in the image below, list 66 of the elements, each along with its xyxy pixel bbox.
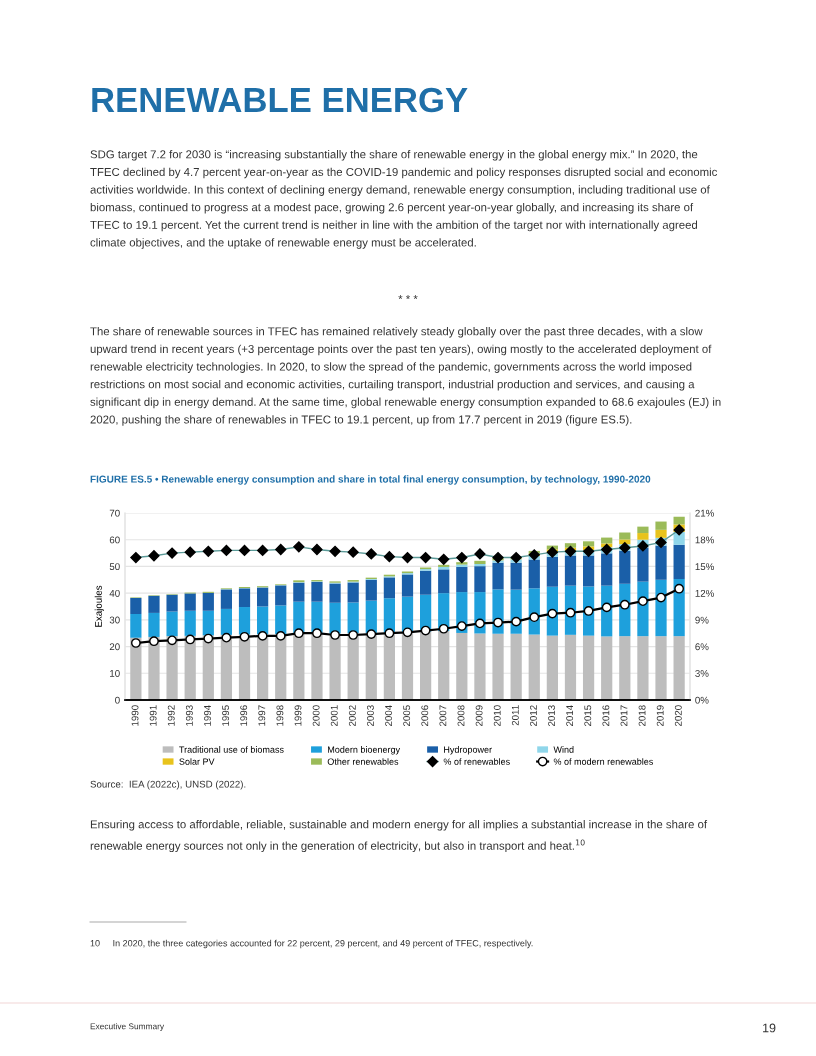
x-tick-label: 1996 xyxy=(240,705,248,726)
x-tick-label: 2016 xyxy=(602,705,610,726)
text: 19 xyxy=(763,1023,776,1033)
y2-tick-label: 12% xyxy=(695,589,714,597)
source-note: Source: IEA (2022c), UNSD (2022). xyxy=(90,780,246,790)
text: Executive Summary xyxy=(90,1023,165,1031)
x-tick-label: 1995 xyxy=(222,705,230,726)
y-tick-label: 30 xyxy=(109,616,120,624)
x-tick-label: 1998 xyxy=(276,705,284,726)
y2-tick-label: 15% xyxy=(695,563,714,571)
legend-label: Solar PV xyxy=(179,758,215,765)
x-tick-label: 2012 xyxy=(529,705,537,726)
legend-label: % of modern renewables xyxy=(553,758,653,765)
x-tick-label: 2003 xyxy=(367,705,374,726)
x-tick-label: 2008 xyxy=(457,705,465,726)
chart-subtitle: FIGURE ES.5 • Renewable energy consumption and share in total final energy consumption, by technology, 1990-2020 xyxy=(90,475,651,485)
x-tick-label: 1990 xyxy=(131,705,139,726)
legend-label: Wind xyxy=(553,746,574,753)
y-tick-label: 60 xyxy=(109,536,120,544)
legend-label: % of renewables xyxy=(443,758,510,765)
legend-label: Other renewables xyxy=(327,758,399,765)
y2-tick-label: 9% xyxy=(695,616,709,624)
legend-label: Hydropower xyxy=(444,746,492,755)
y2-tick-label: 0% xyxy=(695,696,709,704)
x-tick-label: 1991 xyxy=(149,705,157,726)
x-tick-label: 2001 xyxy=(330,705,338,726)
x-tick-label: 2018 xyxy=(638,705,646,726)
y2-tick-label: 18% xyxy=(695,536,714,544)
x-tick-label: 2013 xyxy=(548,705,555,726)
x-tick-label: 2004 xyxy=(385,705,392,726)
x-tick-label: 1997 xyxy=(258,705,266,726)
y-tick-label: 40 xyxy=(109,589,120,597)
x-tick-label: 2005 xyxy=(403,705,411,726)
x-tick-label: 2010 xyxy=(493,705,501,726)
y-axis-title: Exajoules xyxy=(94,585,104,627)
y-tick-label: 70 xyxy=(109,509,120,517)
x-tick-label: 2015 xyxy=(584,705,592,726)
text: * * * xyxy=(398,295,418,300)
x-tick-label: 2014 xyxy=(566,705,574,726)
x-tick-label: 2019 xyxy=(656,705,664,726)
y2-tick-label: 6% xyxy=(695,643,709,651)
x-tick-label: 2000 xyxy=(312,705,320,726)
x-tick-label: 1993 xyxy=(185,705,193,726)
x-tick-label: 2011 xyxy=(511,705,519,726)
x-tick-label: 1994 xyxy=(204,705,211,726)
x-tick-label: 2020 xyxy=(674,705,682,726)
chart-title: RENEWABLE ENERGY xyxy=(92,87,468,113)
y-tick-label: 10 xyxy=(110,670,120,677)
text: SDG target 7.2 for 2030 is “increasing substantially the share of renewable energy in the global energy mix.” In 2020, the TFEC declined by 4.7 percent year-on-year as the COVID-19 pandemic and policy responses disrupted social and economic activities worldwide. In this context of declining energy demand, renewable energy consumption, including traditional use of biomass, continued to progress at a modest pace, growing 2.6 percent year-on-year globally, and increasing its share of TFEC to 19.1 percent. Yet the current trend is neither in line with the ambition of the target nor with internationally agreed climate objectives, and the uptake of renewable energy must be accelerated. xyxy=(90,150,718,249)
x-tick-label: 2009 xyxy=(475,705,483,726)
text: The share of renewable sources in TFEC has remained relatively steady globally over the past three decades, with a slow upward trend in recent years (+3 percentage points over the past ten years), owing mostly to the accelerated deployment of renewable electricity technologies. In 2020, to slow the spread of the pandemic, governments across the world imposed restrictions on most social and economic activities, curtailing transport, industrial production and services, and causing a significant dip in energy demand. At the same time, global renewable energy consumption expanded to 68.6 exajoules (EJ) in 2020, pushing the share of renewables in TFEC to 19.1 percent, up from 17.7 percent in 2019 (figure ES.5). xyxy=(90,327,721,426)
x-tick-label: 2006 xyxy=(421,705,429,726)
legend-label: Traditional use of biomass xyxy=(179,746,284,753)
x-tick-label: 1992 xyxy=(167,705,175,726)
y2-tick-label: 21% xyxy=(695,509,714,517)
y-tick-label: 20 xyxy=(109,643,120,651)
x-tick-label: 2007 xyxy=(439,705,447,726)
y-tick-label: 50 xyxy=(109,563,120,571)
y2-tick-label: 3% xyxy=(695,670,709,677)
text: 10 In 2020, the three categories accounted for 22 percent, 29 percent, and 49 percent of TFEC, respectively. xyxy=(90,939,533,949)
x-tick-label: 2002 xyxy=(348,705,356,726)
legend-label: Modern bioenergy xyxy=(328,746,401,755)
x-tick-label: 1999 xyxy=(294,705,302,726)
text: Ensuring access to affordable, reliable, sustainable and modern energy for all implies a substantial increase in the share of renewable energy sources not only in the generation of electricity, but also in transport and heat.$^{10}$ xyxy=(90,820,708,853)
y-tick-label: 0 xyxy=(115,696,120,704)
x-tick-label: 2017 xyxy=(620,705,628,726)
